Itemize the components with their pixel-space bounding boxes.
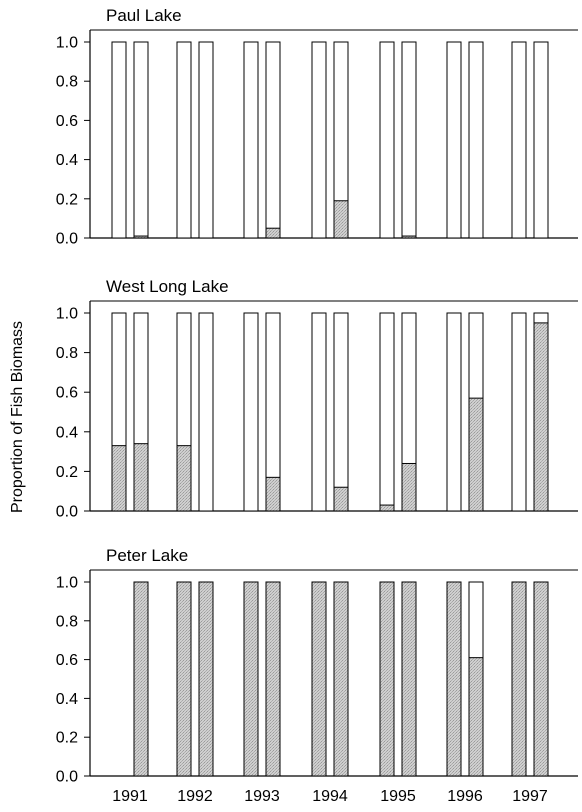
panel-3: Peter Lake 0.0 0.2 0.4 0.6 0.8 1.0 1991 1992 1993… (56, 546, 578, 805)
bar (379, 312, 395, 512)
bar-shaded (133, 235, 149, 239)
y-axis-label: Proportion of Fish Biomass (9, 321, 26, 513)
bar (176, 41, 192, 239)
y-tick-label: 0.8 (56, 613, 78, 630)
y-tick-label: 1.0 (56, 35, 78, 52)
bar-shaded (533, 581, 549, 777)
bar (511, 312, 527, 512)
bar-shaded (133, 443, 149, 512)
x-tick-label: 1991 (112, 788, 148, 805)
bar-shaded (401, 462, 417, 512)
bar-shaded (265, 476, 281, 512)
bar (311, 41, 327, 239)
y-tick-label: 0.6 (56, 652, 78, 669)
panel-title: Paul Lake (106, 6, 182, 25)
panel-2: West Long Lake 0.0 0.2 0.4 0.6 0.8 1.0 (56, 277, 578, 521)
bar-shaded (111, 445, 127, 512)
bar (379, 41, 395, 239)
bar-shaded (176, 581, 192, 777)
bar (243, 41, 259, 239)
bar-shaded (198, 581, 214, 777)
y-tick-label: 1.0 (56, 575, 78, 592)
bar (333, 312, 349, 512)
bar-shaded (379, 504, 395, 512)
bar (311, 312, 327, 512)
bar (265, 41, 281, 239)
bar-shaded (333, 486, 349, 512)
x-tick-label: 1996 (447, 788, 483, 805)
bar (468, 41, 484, 239)
bar-shaded (401, 235, 417, 239)
bar (198, 312, 214, 512)
x-tick-label: 1993 (244, 788, 280, 805)
bar (511, 41, 527, 239)
y-tick-label: 0.0 (56, 231, 78, 248)
bar-shaded (333, 200, 349, 239)
bar (533, 41, 549, 239)
y-tick-label: 0.4 (56, 424, 78, 441)
bar-shaded (468, 657, 484, 777)
y-tick-label: 0.6 (56, 113, 78, 130)
bar (243, 312, 259, 512)
y-tick-label: 0.2 (56, 191, 78, 208)
bar-shaded (468, 397, 484, 512)
y-tick-label: 0.2 (56, 730, 78, 747)
panel-title: West Long Lake (106, 277, 229, 296)
bar-shaded (533, 322, 549, 512)
y-tick-label: 1.0 (56, 306, 78, 323)
bar-shaded (511, 581, 527, 777)
x-tick-label: 1992 (177, 788, 213, 805)
bar-shaded (265, 581, 281, 777)
bar (401, 41, 417, 239)
bar-shaded (176, 445, 192, 512)
bar (198, 41, 214, 239)
bar (111, 41, 127, 239)
y-tick-label: 0.0 (56, 769, 78, 786)
bar (133, 41, 149, 239)
bar (446, 312, 462, 512)
bar (446, 41, 462, 239)
y-tick-label: 0.8 (56, 74, 78, 91)
bar-shaded (133, 581, 149, 777)
y-tick-label: 0.6 (56, 385, 78, 402)
bar-shaded (243, 581, 259, 777)
y-tick-label: 0.4 (56, 152, 78, 169)
bar-shaded (401, 581, 417, 777)
y-tick-label: 0.2 (56, 464, 78, 481)
panel-title: Peter Lake (106, 546, 188, 565)
x-tick-label: 1995 (380, 788, 416, 805)
bar-shaded (446, 581, 462, 777)
bar-shaded (265, 227, 281, 239)
y-tick-label: 0.0 (56, 504, 78, 521)
bar-shaded (333, 581, 349, 777)
x-tick-label: 1994 (312, 788, 348, 805)
panel-1: Paul Lake 0.0 0.2 0.4 0.6 0.8 1.0 (56, 6, 578, 248)
bar-shaded (311, 581, 327, 777)
y-tick-label: 0.4 (56, 691, 78, 708)
bar-shaded (379, 581, 395, 777)
x-tick-label: 1997 (512, 788, 548, 805)
y-tick-label: 0.8 (56, 345, 78, 362)
